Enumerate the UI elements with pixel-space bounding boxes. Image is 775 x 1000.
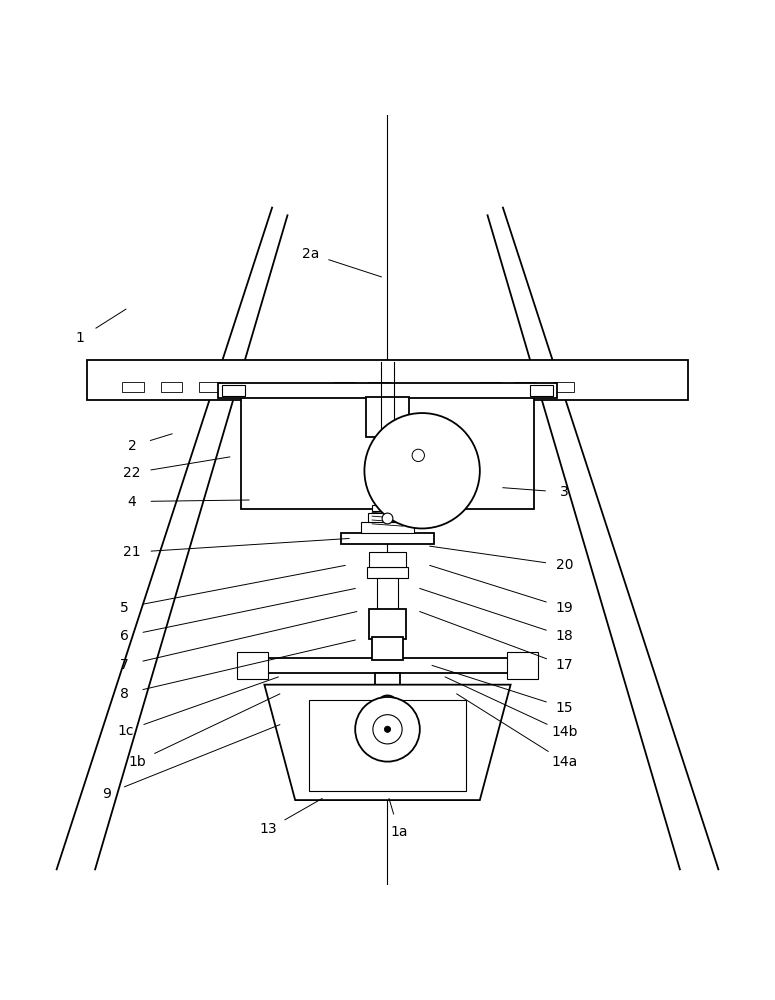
Text: 14a: 14a (551, 755, 577, 769)
Bar (377, 578, 398, 612)
Text: 1b: 1b (129, 755, 146, 769)
Text: 7: 7 (120, 658, 129, 672)
Text: 2a: 2a (302, 247, 319, 261)
Bar (530, 385, 553, 396)
Bar (515, 382, 536, 392)
Bar (375, 673, 400, 700)
Text: 21: 21 (123, 545, 141, 559)
Text: 19: 19 (556, 601, 574, 615)
Text: 13: 13 (260, 822, 277, 836)
Circle shape (412, 449, 425, 462)
Bar (369, 609, 406, 639)
Bar (341, 533, 434, 544)
Bar (480, 382, 501, 392)
Text: 18: 18 (556, 629, 574, 643)
Bar (241, 395, 534, 509)
Text: 14b: 14b (551, 725, 577, 739)
Text: 20: 20 (556, 558, 574, 572)
Bar (237, 652, 268, 679)
Circle shape (355, 697, 420, 762)
Text: 3: 3 (560, 485, 569, 499)
Bar (241, 658, 534, 673)
Circle shape (373, 715, 402, 744)
Bar (553, 382, 574, 392)
Bar (360, 522, 415, 533)
Circle shape (364, 413, 480, 528)
Bar (372, 637, 403, 660)
Bar (122, 382, 143, 392)
Bar (507, 652, 538, 679)
Circle shape (384, 726, 391, 732)
Bar (367, 567, 408, 578)
Bar (199, 382, 221, 392)
Bar (368, 382, 390, 392)
Bar (160, 382, 182, 392)
Text: 1: 1 (75, 331, 84, 345)
Bar (369, 552, 406, 567)
Text: 2: 2 (128, 439, 136, 453)
Text: 1a: 1a (391, 825, 408, 839)
Text: 4: 4 (128, 495, 136, 509)
Bar (372, 505, 403, 511)
Bar (368, 513, 407, 522)
Circle shape (382, 513, 393, 524)
Text: 8: 8 (120, 687, 129, 701)
Circle shape (377, 695, 398, 717)
Bar (309, 700, 466, 791)
Bar (219, 383, 556, 398)
Text: 6: 6 (120, 629, 129, 643)
Bar (334, 382, 355, 392)
Text: 17: 17 (556, 658, 574, 672)
Text: 5: 5 (120, 601, 129, 615)
Bar (366, 397, 409, 437)
Text: 1c: 1c (118, 724, 134, 738)
Polygon shape (264, 685, 511, 800)
Text: 22: 22 (123, 466, 141, 480)
Bar (88, 360, 687, 400)
Text: 9: 9 (102, 787, 111, 801)
Text: 15: 15 (556, 701, 574, 715)
Bar (222, 385, 245, 396)
